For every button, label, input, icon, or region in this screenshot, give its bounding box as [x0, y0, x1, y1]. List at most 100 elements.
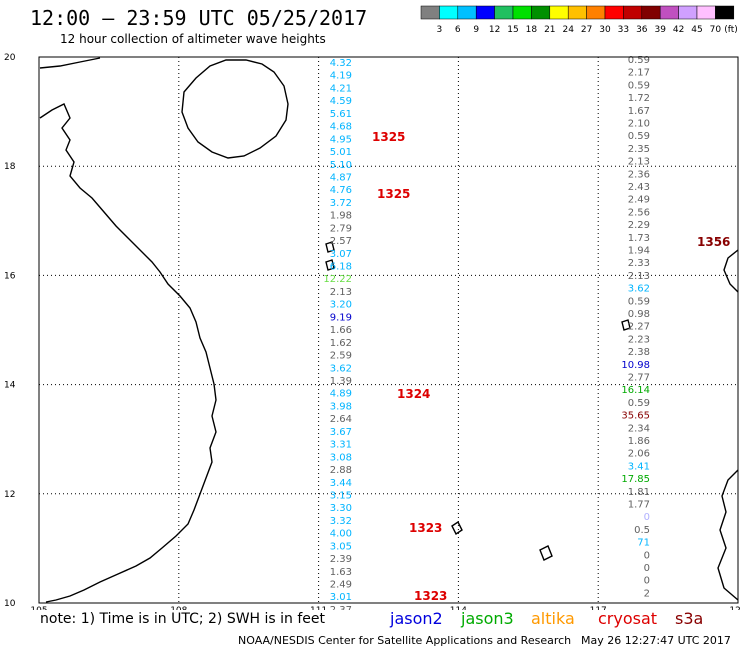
color-legend-label: 30	[599, 25, 611, 35]
wave-height-value: 4.87	[330, 172, 352, 183]
wave-height-value: 2.29	[628, 220, 650, 231]
wave-height-value: 0.59	[628, 80, 650, 91]
coastline-islet	[539, 545, 553, 561]
wave-height-value: 2.33	[628, 258, 650, 269]
wave-height-value: 2.23	[628, 334, 650, 345]
wave-height-value: 1.62	[330, 338, 352, 349]
x-tick-label: 120	[729, 606, 740, 610]
wave-height-value: 2.35	[628, 144, 650, 155]
satellite-legend-s3a: s3a	[675, 609, 704, 628]
color-legend-label: 36	[636, 25, 648, 35]
wave-height-value: 2.13	[628, 157, 650, 168]
track-a-values: 4.32 4.194.21 4.59 5.61 4.684.95 5.01 5.104.87…	[323, 58, 352, 610]
wave-height-value: 3.32	[330, 516, 352, 527]
wave-height-value: 1.98	[330, 211, 352, 222]
pass-time-label: 1325	[372, 130, 405, 144]
wave-height-value: 3.05	[330, 541, 352, 552]
wave-height-value: 3.31	[330, 440, 352, 451]
coastline-islet	[325, 259, 335, 271]
color-legend-label: 18	[526, 25, 538, 35]
wave-height-value: 3.44	[330, 478, 352, 489]
coastline	[39, 57, 739, 603]
color-legend-label: 39	[654, 25, 666, 35]
wave-height-value: 2.06	[628, 449, 650, 460]
color-legend-label: 3	[437, 25, 443, 35]
wave-height-value: 1.73	[628, 233, 650, 244]
wave-height-value: 3.67	[330, 427, 352, 438]
wave-height-value: 71	[637, 538, 650, 549]
color-legend-label: 15	[507, 25, 518, 35]
wave-height-value: 1.67	[628, 106, 650, 117]
coastline-islet	[621, 319, 631, 331]
wave-height-value: 2.49	[628, 195, 650, 206]
wave-height-value: 4.59	[330, 96, 352, 107]
wave-height-value: 2.36	[628, 169, 650, 180]
footer-note: note: 1) Time is in UTC; 2) SWH is in fe…	[40, 611, 326, 627]
color-legend-label: 21	[544, 25, 555, 35]
x-tick-label: 114	[450, 606, 467, 610]
color-legend-label: 12	[489, 25, 500, 35]
map-title: 12:00 — 23:59 UTC 05/25/2017	[30, 6, 368, 30]
color-legend-label: 33	[618, 25, 629, 35]
wave-height-value: 3.01	[330, 592, 352, 603]
color-legend-label: 9	[473, 25, 479, 35]
color-legend-label: 42	[673, 25, 684, 35]
pass-time-label: 1323	[414, 589, 447, 603]
color-legend: 3 6 9 12 15 18 21 24 27 30 33 36 39 42 45 70 (ft)	[420, 5, 738, 35]
wave-height-value: 3.62	[330, 363, 352, 374]
coastline-hainan	[181, 59, 289, 159]
wave-height-value: 2.49	[330, 580, 352, 591]
wave-height-value: 5.01	[330, 147, 352, 158]
y-tick-label: 12	[4, 490, 15, 500]
coastline-luzon	[723, 249, 739, 293]
wave-height-value: 10.98	[621, 360, 650, 371]
wave-height-value: 2.13	[330, 287, 352, 298]
wave-height-value: 2.27	[628, 322, 650, 333]
wave-height-value: 17.85	[621, 474, 650, 485]
wave-height-value: 2.43	[628, 182, 650, 193]
wave-height-value: 4.00	[330, 529, 352, 540]
wave-height-value: 3.62	[628, 284, 650, 295]
wave-height-value: 3.41	[628, 461, 650, 472]
wave-height-value: 1.94	[628, 246, 650, 257]
wave-height-value: 2.59	[330, 351, 352, 362]
y-tick-label: 20	[4, 53, 16, 63]
wave-height-value: 2.57	[330, 236, 352, 247]
wave-height-value: 1.63	[330, 567, 352, 578]
map-frame	[38, 56, 739, 604]
wave-height-value: 2.13	[628, 271, 650, 282]
y-tick-label: 18	[4, 162, 16, 172]
color-legend-label: 6	[455, 25, 461, 35]
time-labels: 1325 1325 1324 1323 1323 1356	[372, 130, 730, 603]
wave-height-value: 0.98	[628, 309, 650, 320]
wave-height-value: 1.66	[330, 325, 352, 336]
y-tick-label: 16	[4, 271, 16, 281]
coastline-islet	[451, 520, 463, 536]
wave-height-value: 3.07	[330, 249, 352, 260]
wave-height-value: 16.14	[621, 385, 650, 396]
wave-height-value: 5.10	[330, 160, 352, 171]
satellite-legend-altika: altika	[531, 609, 575, 628]
wave-height-value: 1.81	[628, 487, 650, 498]
wave-height-value: 2.38	[628, 347, 650, 358]
wave-height-value: 2.39	[330, 554, 352, 565]
wave-height-value: 6.18	[330, 262, 352, 273]
coastline-north	[39, 57, 101, 69]
wave-height-value: 2.88	[330, 465, 352, 476]
color-swatch	[715, 5, 735, 20]
coastline-palawan	[717, 469, 739, 601]
color-legend-label: 24	[562, 25, 574, 35]
color-legend-unit: (ft)	[724, 25, 738, 35]
wave-height-value: 4.89	[330, 389, 352, 400]
wave-height-value: 2	[644, 588, 650, 599]
wave-height-value: 2.17	[628, 68, 650, 79]
wave-height-value: 0.59	[628, 55, 650, 66]
generated-timestamp: May 26 12:27:47 UTC 2017	[581, 634, 731, 647]
wave-height-value: 35.65	[621, 411, 650, 422]
wave-height-value: 4.32	[330, 58, 352, 69]
y-tick-label: 14	[4, 381, 16, 391]
wave-height-value: 0	[644, 563, 650, 574]
wave-height-value: 3.20	[330, 300, 352, 311]
coastline-islet	[325, 241, 335, 253]
wave-height-value: 1.86	[628, 436, 650, 447]
